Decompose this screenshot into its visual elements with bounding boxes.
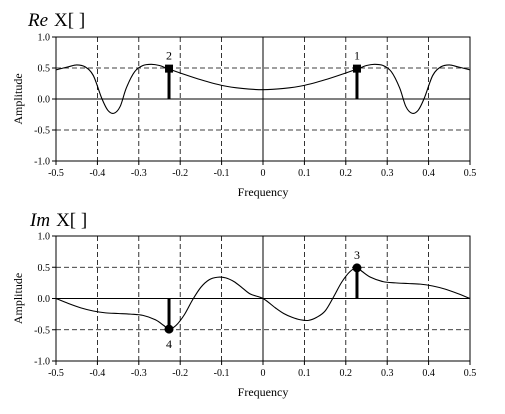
marker-label: 1 [354, 49, 360, 63]
x-tick-label: -0.5 [48, 368, 64, 379]
y-tick-label: -0.5 [34, 325, 50, 336]
x-tick-label: 0.3 [381, 168, 394, 179]
marker-point [352, 64, 361, 73]
x-tick-label: 0.2 [340, 368, 353, 379]
chart-panel-2: Im X[ ] -0.5 -0.4 -0.3 -0.2 -0.1 0 0.1 0.2 0.3 0.4 0… [11, 210, 476, 399]
x-tick-label: 0.4 [422, 368, 435, 379]
marker-label: 3 [354, 248, 360, 262]
y-tick-label: 0.5 [38, 263, 51, 274]
x-tick-label: 0.2 [340, 168, 353, 179]
y-tick-label: 1.0 [38, 33, 51, 44]
x-tick-label: 0.3 [381, 368, 394, 379]
x-tick-label: -0.3 [131, 368, 147, 379]
x-tick-label: 0.1 [298, 368, 311, 379]
y-tick-label: 0.0 [38, 294, 51, 305]
y-tick-label: -1.0 [34, 157, 50, 168]
y-axis-label: Amplitude [11, 73, 25, 124]
y-tick-label: 0.0 [38, 95, 51, 106]
y-tick-label: -1.0 [34, 357, 50, 368]
chart-title-suffix: X[ ] [54, 10, 85, 31]
marker-label: 2 [166, 49, 172, 63]
x-axis-label: Frequency [238, 185, 289, 199]
marker-label: 4 [166, 337, 172, 351]
chart-title: Im X[ ] [29, 210, 87, 231]
x-tick-label: -0.1 [214, 168, 230, 179]
chart-title-prefix: Re [27, 10, 48, 31]
y-axis-label: Amplitude [11, 273, 25, 324]
series-line [55, 267, 471, 330]
x-tick-label: -0.5 [48, 168, 64, 179]
chart-title-suffix: X[ ] [56, 210, 87, 231]
marker-point [352, 263, 362, 273]
x-tick-label: -0.4 [89, 368, 105, 379]
x-tick-label: 0.5 [464, 368, 477, 379]
x-tick-label: 0.5 [464, 168, 477, 179]
x-tick-label: -0.4 [89, 168, 105, 179]
marker-point [164, 324, 174, 334]
x-axis-label: Frequency [238, 385, 289, 399]
x-tick-label: 0.4 [422, 168, 435, 179]
chart-title: Re X[ ] [27, 10, 85, 31]
y-tick-label: -0.5 [34, 126, 50, 137]
series-line [55, 63, 471, 114]
x-tick-label: -0.1 [214, 368, 230, 379]
x-tick-label: 0 [261, 368, 266, 379]
marker-point [165, 64, 174, 73]
chart-panel-1: Re X[ ] -0.5 -0.4 -0.3 -0.2 -0.1 0 0.1 0.2 0.3 0.4 0… [11, 10, 476, 199]
x-tick-label: 0 [261, 168, 266, 179]
x-tick-label: 0.1 [298, 168, 311, 179]
chart-title-prefix: Im [29, 210, 50, 231]
x-tick-label: -0.3 [131, 168, 147, 179]
y-tick-label: 1.0 [38, 232, 51, 243]
x-tick-label: -0.2 [172, 368, 188, 379]
y-tick-label: 0.5 [38, 64, 51, 75]
x-tick-label: -0.2 [172, 168, 188, 179]
